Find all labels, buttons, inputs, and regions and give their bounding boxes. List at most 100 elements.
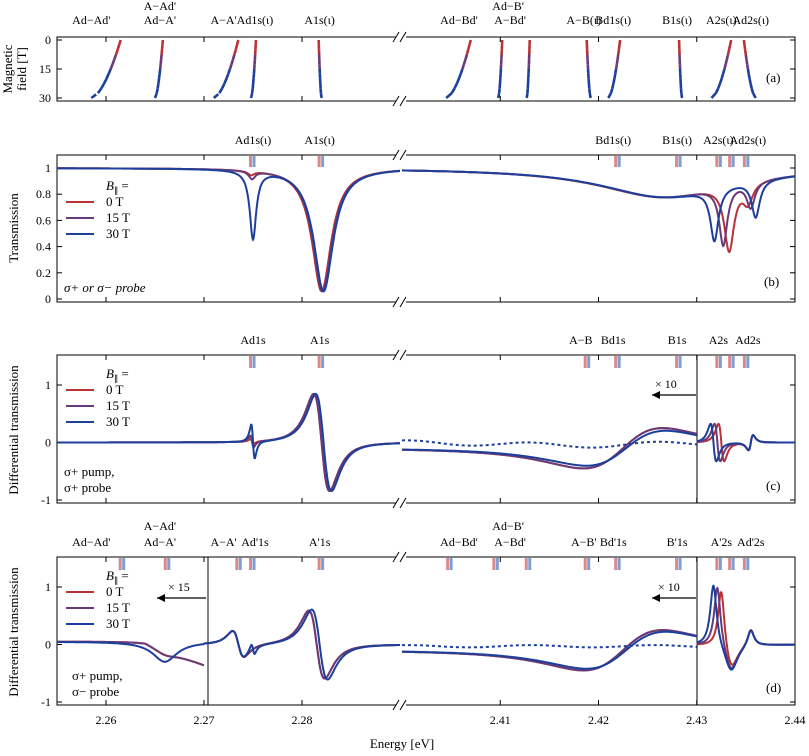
- legend-title: B∥ =: [106, 178, 129, 196]
- field-line-segment: [749, 83, 753, 89]
- marker-red: [317, 156, 321, 167]
- field-line-Ad−Ad': [90, 39, 122, 100]
- top-label: A−B': [571, 535, 597, 549]
- top-label: Ad−B': [492, 519, 524, 533]
- panel-d-note-1: σ+ pump,: [72, 668, 122, 683]
- y-tick-label: 0.2: [36, 266, 51, 280]
- panel-a-ylabel-1: Magnetic: [0, 44, 15, 93]
- field-line-segment: [457, 73, 462, 80]
- marker-blue: [746, 558, 750, 570]
- top-label-a: Ad−B': [492, 0, 524, 13]
- legend-label: 0 T: [106, 584, 124, 599]
- x-tick-label: 2.44: [785, 713, 806, 727]
- legend-title: B∥ =: [106, 568, 129, 586]
- panel-c-curves: [57, 392, 795, 493]
- legend-title-symbol: B: [106, 366, 114, 381]
- top-label: A1s(ι): [304, 133, 335, 147]
- dt-curve-scaled-30 T: [402, 429, 697, 467]
- field-line-segment: [616, 49, 621, 55]
- top-label: Ad1s(ι): [235, 133, 272, 147]
- x-axis-label: Energy [eV]: [370, 736, 434, 751]
- field-line-segment: [105, 73, 110, 80]
- x-axis-ticks: 2.26 2.27 2.28 2.41 2.42 2.43 2.44: [96, 37, 806, 727]
- field-line-A−Bd': [525, 39, 532, 99]
- field-line-segment: [718, 78, 723, 84]
- panel-a-top-labels: Ad−Ad' A−Ad'Ad−A' A−A' Ad1s(ι) A1s(ι) Ad−Bd' A…: [72, 0, 769, 27]
- marker-red: [118, 558, 122, 570]
- panel-d-curves: [57, 584, 795, 681]
- marker-blue: [321, 156, 325, 167]
- panel-b-markers: [249, 156, 750, 167]
- y-tick-label: 0: [45, 292, 51, 306]
- field-line-segment: [116, 44, 121, 51]
- legend-label: 30 T: [106, 414, 130, 429]
- y-tick-label: 0.4: [36, 240, 51, 254]
- field-line-A−B: [585, 39, 592, 99]
- marker-red: [742, 156, 746, 167]
- panel-c-markers: [249, 356, 750, 368]
- marker-blue: [718, 558, 722, 570]
- panel-b-probe-note: σ+ or σ− probe: [64, 280, 146, 295]
- axis-break-gap: [396, 149, 406, 161]
- field-line-segment: [90, 92, 99, 100]
- field-line-segment: [228, 63, 233, 70]
- marker-blue: [495, 558, 499, 570]
- y-tick-label: 1: [45, 580, 51, 594]
- legend-title-sub: ∥: [114, 576, 118, 586]
- axis-breaks: [392, 31, 407, 711]
- axis-break-mark: [399, 31, 407, 43]
- field-line-A2s: [710, 39, 733, 99]
- field-line-segment: [453, 82, 459, 89]
- axis-break-gap: [396, 497, 406, 509]
- marker-red: [492, 558, 496, 570]
- field-line-segment: [113, 54, 118, 60]
- legend-label: 0 T: [106, 382, 124, 397]
- field-line-A−Ad': [153, 39, 165, 99]
- field-line-segment: [464, 54, 469, 60]
- top-label: Ad1s: [240, 333, 266, 347]
- marker-red: [715, 156, 719, 167]
- top-label: Bd1s(ι): [595, 133, 631, 147]
- marker-blue: [731, 558, 735, 570]
- field-line-segment: [723, 63, 727, 70]
- top-label-a: Ad−Ad': [72, 13, 110, 27]
- marker-blue: [167, 558, 171, 570]
- legend-title-symbol: B: [106, 568, 114, 583]
- top-label: Ad−A': [144, 535, 176, 549]
- field-line-segment: [461, 63, 466, 70]
- field-line-segment: [525, 92, 529, 99]
- top-label-a: Bd1s(ι): [595, 13, 631, 27]
- axis-break-mark: [399, 95, 407, 107]
- legend-title-eq: =: [118, 178, 129, 193]
- panel-d-tag: (d): [766, 680, 781, 695]
- marker-red: [675, 356, 679, 368]
- top-label: Ad−Bd': [440, 535, 478, 549]
- axis-break-mark: [399, 349, 407, 361]
- field-line-segment: [680, 92, 684, 99]
- legend-label: 15 T: [106, 210, 130, 225]
- top-label: A2s: [709, 333, 729, 347]
- legend-title-eq: =: [118, 568, 129, 583]
- field-line-segment: [157, 78, 161, 84]
- field-line-segment: [114, 49, 119, 55]
- transmission-curve-15 T: [402, 169, 795, 248]
- panel-c-scale-label: × 10: [655, 377, 677, 391]
- transmission-curve-30 T: [402, 169, 795, 243]
- panel-b-y-ticks: 0 0.2 0.4 0.6 0.8 1: [36, 161, 795, 306]
- marker-red: [235, 558, 239, 570]
- marker-blue: [252, 356, 256, 368]
- field-line-segment: [96, 87, 103, 94]
- field-line-segment: [609, 87, 614, 94]
- axis-break-mark: [392, 296, 400, 308]
- legend-title-symbol: B: [106, 178, 114, 193]
- legend-label: 15 T: [106, 398, 130, 413]
- top-label: B1s: [668, 333, 687, 347]
- top-label: Bd'1s: [600, 535, 627, 549]
- marker-blue: [252, 156, 256, 167]
- field-line-segment: [746, 68, 751, 75]
- field-line-segment: [227, 68, 232, 75]
- dt-d-curve-scaled-15 T: [402, 629, 697, 672]
- dt-dotted-curve: [402, 439, 697, 449]
- legend-d: B∥ =0 T15 T30 T: [66, 568, 130, 631]
